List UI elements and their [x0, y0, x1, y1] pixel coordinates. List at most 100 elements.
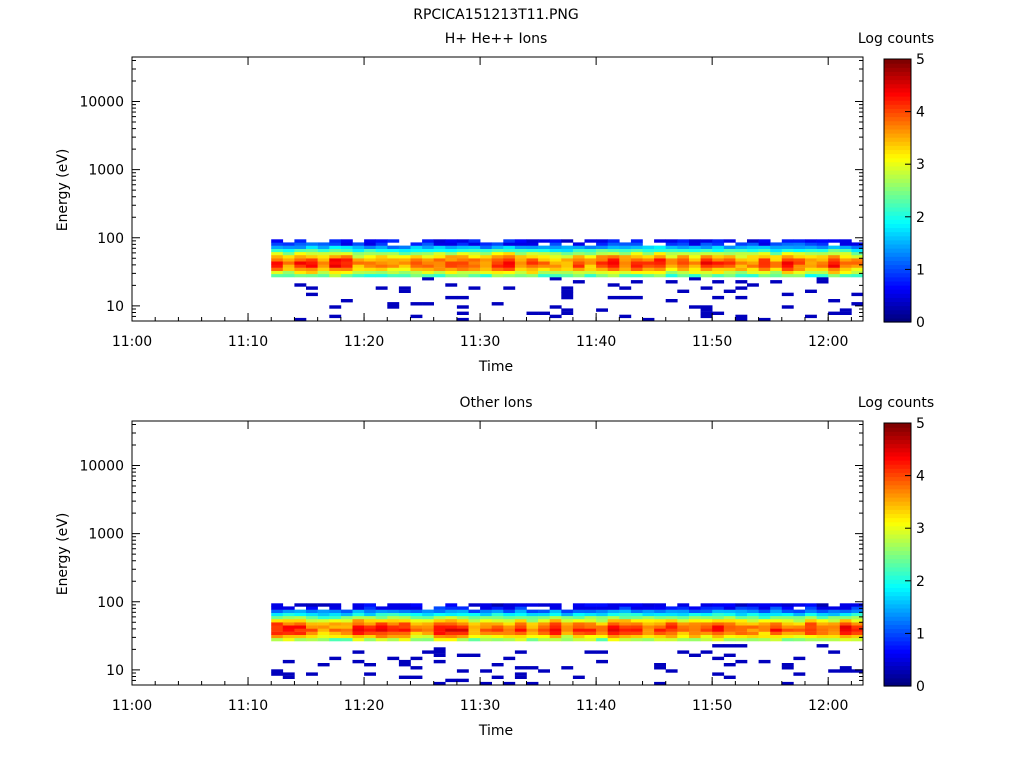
heatmap-cell	[607, 619, 620, 623]
heatmap-cell	[282, 245, 295, 249]
heatmap-cell	[619, 634, 632, 639]
heatmap-cell	[781, 631, 794, 635]
heatmap-cell	[456, 258, 469, 262]
heatmap-cell	[689, 609, 701, 613]
heatmap-cell	[410, 634, 423, 639]
heatmap-cell	[329, 270, 342, 275]
heatmap-cell	[735, 631, 748, 635]
heatmap-cell	[642, 625, 655, 629]
heatmap-cell	[630, 295, 643, 300]
heatmap-cell	[689, 628, 701, 632]
colorbar-swatch	[884, 108, 911, 114]
heatmap-cell	[735, 280, 748, 284]
heatmap-cell	[851, 264, 864, 268]
heatmap-cell	[375, 248, 388, 253]
heatmap-cell	[700, 603, 713, 607]
heatmap-cell	[572, 619, 585, 623]
heatmap-cell	[700, 305, 713, 309]
heatmap-cell	[561, 289, 574, 293]
heatmap-cell	[456, 619, 469, 623]
heatmap-cell	[375, 255, 388, 259]
heatmap-cell	[735, 242, 748, 246]
heatmap-cell	[433, 612, 446, 617]
heatmap-cell	[700, 634, 713, 639]
heatmap-cell	[561, 245, 574, 249]
heatmap-cell	[630, 615, 643, 620]
heatmap-cell	[503, 625, 516, 629]
heatmap-cell	[491, 615, 504, 620]
heatmap-cell	[816, 615, 829, 620]
heatmap-cell	[828, 299, 841, 303]
colorbar-swatch	[884, 202, 911, 208]
heatmap-cell	[503, 622, 516, 626]
colorbar-swatch	[884, 566, 911, 572]
heatmap-cell	[654, 609, 666, 613]
heatmap-cell	[398, 619, 411, 623]
heatmap-cell	[630, 251, 643, 256]
heatmap-cell	[596, 606, 608, 610]
colorbar-swatch	[884, 476, 911, 482]
heatmap-cell	[549, 267, 562, 271]
heatmap-cell	[596, 261, 608, 265]
heatmap-cell	[735, 286, 748, 290]
heatmap-cell	[480, 261, 492, 265]
heatmap-cell	[677, 606, 690, 610]
colorbar-swatch	[884, 455, 911, 461]
heatmap-cell	[306, 609, 318, 613]
heatmap-cell	[294, 628, 307, 632]
heatmap-cell	[491, 625, 504, 629]
heatmap-cell	[747, 619, 759, 623]
heatmap-cell	[561, 615, 574, 620]
heatmap-cell	[526, 248, 539, 253]
heatmap-cell	[816, 251, 829, 256]
heatmap-cell	[364, 239, 376, 243]
heatmap-cell	[712, 295, 725, 300]
heatmap-cell	[630, 267, 643, 271]
heatmap-cell	[793, 242, 806, 246]
heatmap-cell	[654, 634, 666, 639]
colorbar-swatch	[884, 653, 911, 658]
heatmap-cell	[387, 248, 400, 253]
heatmap-cell	[747, 239, 759, 243]
heatmap-cell	[839, 615, 852, 620]
heatmap-cell	[549, 628, 562, 632]
heatmap-cell	[689, 264, 701, 268]
heatmap-cell	[456, 628, 469, 632]
heatmap-cell	[642, 603, 655, 607]
heatmap-cell	[422, 261, 434, 265]
heatmap-cell	[572, 273, 585, 278]
heatmap-cell	[723, 258, 736, 262]
heatmap-cell	[398, 625, 411, 629]
heatmap-cell	[468, 258, 481, 262]
heatmap-cell	[828, 625, 841, 629]
heatmap-cell	[329, 634, 342, 639]
heatmap-cell	[619, 248, 632, 253]
heatmap-cell	[665, 270, 678, 275]
heatmap-cell	[364, 267, 376, 271]
heatmap-cell	[456, 609, 469, 613]
heatmap-cell	[549, 261, 562, 265]
heatmap-cell	[422, 615, 434, 620]
heatmap-cell	[387, 245, 400, 249]
heatmap-cell	[352, 270, 365, 275]
heatmap-cell	[445, 273, 458, 278]
colorbar-swatch	[884, 472, 911, 478]
heatmap-cell	[375, 634, 388, 639]
heatmap-cell	[607, 270, 620, 275]
heatmap-cell	[839, 239, 852, 243]
heatmap-cell	[596, 242, 608, 246]
heatmap-cell	[596, 308, 608, 312]
heatmap-cell	[816, 634, 829, 639]
heatmap-cell	[839, 255, 852, 259]
heatmap-cell	[282, 659, 295, 664]
heatmap-cell	[839, 666, 852, 670]
heatmap-cell	[294, 267, 307, 271]
heatmap-cell	[410, 609, 423, 613]
heatmap-cell	[364, 242, 376, 246]
heatmap-cell	[851, 609, 864, 613]
heatmap-cell	[781, 248, 794, 253]
heatmap-cell	[398, 609, 411, 613]
heatmap-cell	[422, 634, 434, 639]
heatmap-cell	[491, 273, 504, 278]
colorbar-swatch	[884, 644, 911, 650]
